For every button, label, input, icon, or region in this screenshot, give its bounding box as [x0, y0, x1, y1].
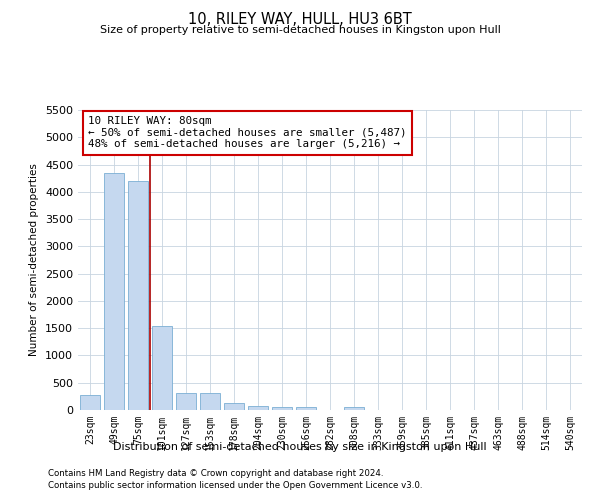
- Bar: [80, 396, 100, 410]
- Bar: [248, 406, 268, 410]
- Text: Contains public sector information licensed under the Open Government Licence v3: Contains public sector information licen…: [48, 481, 422, 490]
- Bar: [272, 407, 292, 410]
- Bar: [200, 393, 220, 410]
- Bar: [296, 408, 316, 410]
- Bar: [176, 393, 196, 410]
- Bar: [128, 181, 148, 410]
- Text: 10, RILEY WAY, HULL, HU3 6BT: 10, RILEY WAY, HULL, HU3 6BT: [188, 12, 412, 28]
- Y-axis label: Number of semi-detached properties: Number of semi-detached properties: [29, 164, 40, 356]
- Bar: [224, 404, 244, 410]
- Text: Distribution of semi-detached houses by size in Kingston upon Hull: Distribution of semi-detached houses by …: [113, 442, 487, 452]
- Text: 10 RILEY WAY: 80sqm
← 50% of semi-detached houses are smaller (5,487)
48% of sem: 10 RILEY WAY: 80sqm ← 50% of semi-detach…: [88, 116, 407, 149]
- Bar: [152, 326, 172, 410]
- Text: Size of property relative to semi-detached houses in Kingston upon Hull: Size of property relative to semi-detach…: [100, 25, 500, 35]
- Bar: [344, 406, 364, 410]
- Text: Contains HM Land Registry data © Crown copyright and database right 2024.: Contains HM Land Registry data © Crown c…: [48, 468, 383, 477]
- Bar: [104, 172, 124, 410]
